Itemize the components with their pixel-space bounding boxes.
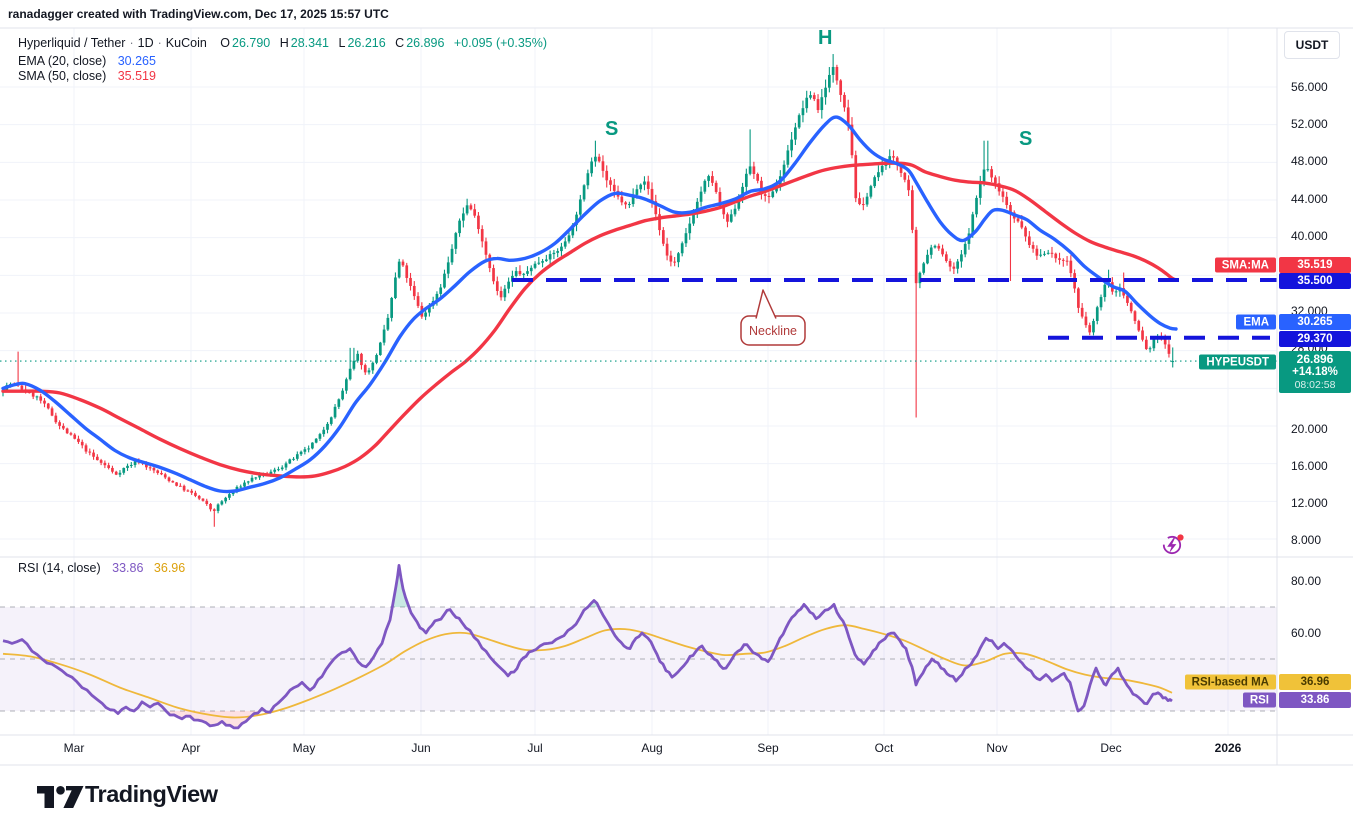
rsi-line — [2, 564, 1173, 730]
rsi-ma-value-tag: 36.96 — [1279, 674, 1351, 690]
separator: · — [129, 36, 134, 50]
time-axis-label: Oct — [874, 741, 894, 755]
price-scale[interactable] — [1277, 28, 1353, 765]
left-shoulder-label[interactable]: S — [605, 118, 619, 140]
ema-price-tag: 30.265 — [1279, 314, 1351, 330]
ema-label: EMA (20, close) — [18, 53, 107, 68]
low-label: L — [338, 36, 346, 50]
sma-badge: SMA:MA — [1214, 257, 1276, 273]
price-axis-label: 40.000 — [1291, 229, 1328, 243]
time-axis-label: 2026 — [1214, 741, 1242, 755]
sma-value: 35.519 — [117, 68, 156, 83]
ema-value: 30.265 — [117, 53, 156, 68]
price-axis-label: 48.000 — [1291, 154, 1328, 168]
price-axis-label: 8.000 — [1291, 533, 1322, 547]
right-shoulder-label[interactable]: S — [1019, 128, 1033, 150]
rsi-badge: RSI — [1242, 692, 1276, 708]
time-axis-label: May — [292, 741, 316, 755]
rsi-ma-line — [2, 624, 1173, 719]
currency-toggle-button[interactable]: USDT — [1284, 31, 1340, 59]
legend-ema-row[interactable]: EMA (20, close) 30.265 — [18, 54, 156, 68]
change-value: +0.095 (+0.35%) — [453, 36, 548, 50]
flash-action-icon[interactable] — [1162, 534, 1184, 555]
time-axis-label: Jun — [411, 741, 431, 755]
time-axis-label: Apr — [181, 741, 201, 755]
rsi-axis-label: 80.00 — [1291, 574, 1322, 588]
symbol-name: Hyperliquid / Tether — [18, 36, 126, 50]
neckline-price-tag: 35.500 — [1279, 273, 1351, 289]
rsi-oversold-fill — [3, 711, 1172, 728]
neckline-callout[interactable]: Neckline — [749, 323, 797, 338]
time-axis-label: Aug — [641, 741, 663, 755]
exchange: KuCoin — [165, 36, 207, 50]
high-label: H — [279, 36, 289, 50]
last-price: 26.896 — [1296, 351, 1334, 366]
rsi-ma-value: 36.96 — [153, 561, 186, 575]
legend-rsi-row[interactable]: RSI (14, close) 33.86 36.96 — [18, 561, 185, 575]
symbol-badge: HYPEUSDT — [1199, 354, 1276, 370]
time-axis-label: Nov — [986, 741, 1008, 755]
legend-sma-row[interactable]: SMA (50, close) 35.519 — [18, 69, 156, 83]
separator: · — [157, 36, 162, 50]
open-value: 26.790 — [232, 36, 271, 50]
ema-line — [1, 115, 1178, 494]
interval[interactable]: 1D — [137, 36, 154, 50]
time-axis-label: Jul — [527, 741, 543, 755]
close-value: 26.896 — [406, 36, 445, 50]
price-axis-label: 56.000 — [1291, 80, 1328, 94]
price-axis-label: 44.000 — [1291, 192, 1328, 206]
low-value: 26.216 — [347, 36, 386, 50]
open-label: O — [220, 36, 231, 50]
head-label[interactable]: H — [818, 27, 833, 49]
price-axis-label: 12.000 — [1291, 496, 1328, 510]
sma-label: SMA (50, close) — [18, 68, 107, 83]
last-price-box: 26.896 +14.18% 08:02:58 — [1279, 351, 1351, 393]
last-price-percent: +14.18% — [1292, 365, 1338, 378]
price-axis-label: 20.000 — [1291, 422, 1328, 436]
brand-name[interactable]: TradingView — [85, 781, 218, 807]
high-value: 28.341 — [290, 36, 329, 50]
sma-line — [1, 161, 1178, 479]
rsi-label: RSI (14, close) — [18, 561, 101, 575]
time-axis-label: Mar — [63, 741, 85, 755]
legend-symbol-row[interactable]: Hyperliquid / Tether · 1D · KuCoin O 26.790 H… — [18, 36, 547, 50]
bar-countdown: 08:02:58 — [1294, 378, 1336, 391]
price-axis-label: 52.000 — [1291, 117, 1328, 131]
support-price-tag: 29.370 — [1279, 331, 1351, 347]
price-axis-label: 16.000 — [1291, 459, 1328, 473]
ema-badge: EMA — [1236, 314, 1276, 330]
watermark: ranadagger created with TradingView.com,… — [8, 7, 389, 21]
time-axis-label: Dec — [1100, 741, 1122, 755]
rsi-value: 33.86 — [112, 561, 144, 575]
close-label: C — [395, 36, 405, 50]
rsi-value-tag: 33.86 — [1279, 692, 1351, 708]
tradingview-logo-icon[interactable] — [37, 786, 84, 808]
time-axis-label: Sep — [757, 741, 779, 755]
rsi-axis-label: 60.00 — [1291, 626, 1322, 640]
sma-price-tag: 35.519 — [1279, 257, 1351, 273]
rsi-ma-badge: RSI-based MA — [1184, 674, 1276, 690]
gridlines — [0, 28, 1277, 735]
